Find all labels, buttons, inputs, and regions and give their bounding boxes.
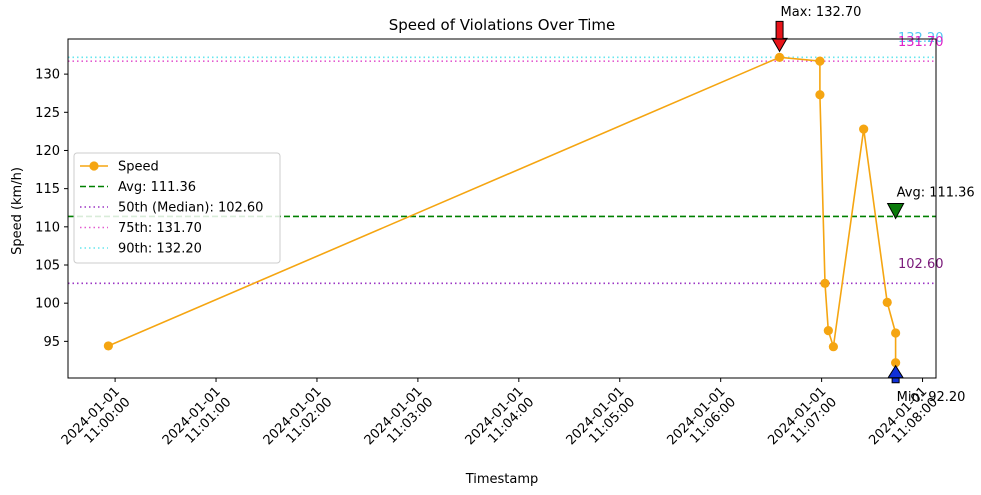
min-annotation: Min: 92.20 — [897, 390, 966, 405]
data-point — [820, 278, 830, 288]
legend-label: Avg: 111.36 — [118, 180, 196, 195]
data-point — [859, 124, 869, 134]
plot-frame — [67, 38, 937, 379]
legend-label: 50th (Median): 102.60 — [118, 201, 263, 216]
data-point — [882, 297, 892, 308]
series-layer — [103, 52, 901, 368]
y-axis-ticks: 95 100 105 110 115 120 125 130 — [35, 68, 68, 350]
y-tick-label: 115 — [35, 182, 60, 197]
max-annotation: Max: 132.70 — [781, 5, 862, 20]
y-tick-label: 100 — [35, 297, 60, 312]
x-axis-label: Timestamp — [465, 472, 539, 487]
y-tick-label: 125 — [35, 106, 60, 121]
legend-box — [73, 152, 281, 264]
y-tick-label: 110 — [35, 220, 60, 235]
data-point — [891, 358, 901, 368]
y-axis-label: Speed (km/h) — [10, 167, 25, 255]
data-point — [103, 341, 113, 351]
y-tick-label: 105 — [35, 259, 60, 274]
y-tick-label: 130 — [35, 68, 60, 83]
y-tick-label: 120 — [35, 144, 60, 159]
data-point — [815, 90, 825, 100]
legend: Speed Avg: 111.36 50th (Median): 102.60 75t… — [73, 152, 281, 264]
data-point — [828, 342, 838, 352]
chart-title: Speed of Violations Over Time — [389, 16, 616, 34]
legend-label: Speed — [118, 160, 159, 175]
y-tick-label: 95 — [43, 335, 60, 350]
legend-label: 75th: 131.70 — [118, 221, 202, 236]
legend-label: 90th: 132.20 — [118, 242, 202, 257]
legend-marker — [89, 161, 99, 171]
data-point — [774, 52, 785, 62]
data-point — [891, 328, 901, 338]
data-point — [815, 56, 825, 66]
avg-triangle-icon — [886, 202, 905, 220]
right-value-label: 131.70 — [898, 35, 944, 50]
max-arrow-icon — [771, 20, 788, 53]
right-value-label: 102.60 — [898, 257, 944, 272]
data-point — [823, 326, 833, 336]
